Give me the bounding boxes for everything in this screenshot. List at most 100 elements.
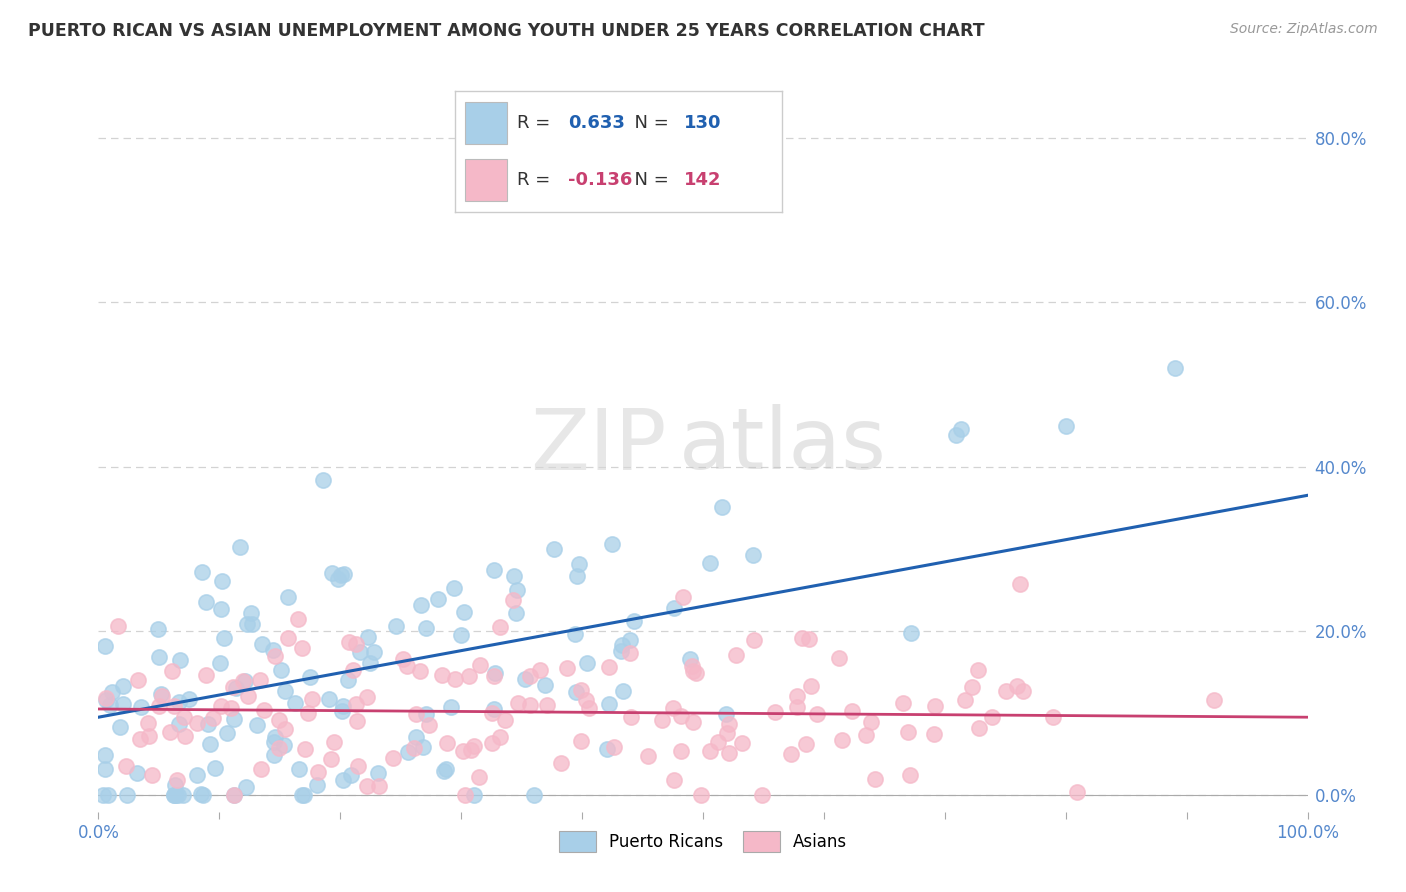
Point	[346, 714, 368, 728]
Point	[224, 712, 246, 726]
Point	[191, 789, 214, 803]
Point	[786, 700, 808, 714]
Point	[195, 595, 218, 609]
Point	[297, 706, 319, 721]
Point	[454, 789, 477, 803]
Point	[229, 540, 252, 554]
Point	[222, 681, 245, 695]
Point	[751, 789, 773, 803]
Point	[301, 692, 323, 706]
Point	[922, 727, 945, 741]
Point	[468, 657, 491, 672]
Point	[405, 731, 427, 745]
Point	[564, 626, 586, 640]
Point	[344, 637, 367, 651]
Point	[385, 619, 408, 633]
Point	[236, 689, 259, 703]
Point	[717, 717, 740, 731]
Point	[111, 679, 134, 693]
Point	[209, 602, 232, 616]
Point	[381, 751, 404, 765]
Point	[173, 789, 195, 803]
Point	[186, 768, 208, 782]
Point	[240, 616, 263, 631]
Point	[463, 789, 485, 803]
Point	[349, 645, 371, 659]
Point	[699, 744, 721, 758]
Point	[146, 623, 169, 637]
Point	[430, 667, 453, 681]
Point	[332, 567, 354, 582]
Point	[332, 772, 354, 787]
Point	[637, 749, 659, 764]
Point	[550, 756, 572, 771]
Point	[148, 699, 170, 714]
Point	[536, 698, 558, 712]
Point	[222, 789, 245, 803]
Point	[332, 699, 354, 714]
Point	[564, 684, 586, 698]
Point	[138, 729, 160, 743]
Point	[294, 789, 316, 803]
Point	[115, 789, 138, 803]
Point	[482, 563, 505, 577]
Point	[681, 659, 703, 673]
Point	[786, 689, 808, 703]
Point	[543, 542, 565, 557]
Point	[699, 556, 721, 570]
Point	[1008, 577, 1031, 591]
Point	[565, 568, 588, 582]
Point	[357, 630, 380, 644]
Point	[672, 590, 695, 604]
Point	[323, 735, 346, 749]
Point	[408, 664, 430, 678]
Point	[284, 696, 307, 710]
Point	[96, 691, 118, 706]
Point	[742, 632, 765, 647]
Point	[682, 714, 704, 729]
Point	[402, 740, 425, 755]
Point	[724, 648, 747, 662]
Point	[339, 634, 361, 648]
Point	[97, 789, 120, 803]
Point	[148, 649, 170, 664]
Point	[924, 699, 946, 714]
Point	[163, 789, 186, 803]
Point	[269, 740, 291, 755]
Point	[502, 593, 524, 607]
Point	[91, 789, 114, 803]
Point	[603, 740, 626, 755]
Point	[391, 652, 413, 666]
Point	[494, 713, 516, 727]
Point	[443, 582, 465, 596]
Point	[340, 768, 363, 782]
Point	[444, 673, 467, 687]
Point	[619, 632, 641, 647]
Point	[578, 701, 600, 715]
Point	[434, 762, 457, 776]
Point	[891, 697, 914, 711]
Point	[685, 665, 707, 680]
Point	[484, 666, 506, 681]
Point	[396, 745, 419, 759]
Point	[330, 704, 353, 718]
Point	[274, 722, 297, 736]
Point	[710, 500, 733, 514]
Point	[505, 607, 527, 621]
Point	[831, 733, 853, 747]
Point	[198, 737, 221, 751]
Point	[344, 697, 367, 711]
Point	[609, 643, 631, 657]
Point	[363, 645, 385, 659]
Point	[112, 697, 135, 711]
Point	[263, 648, 285, 663]
Point	[555, 661, 578, 675]
Point	[169, 653, 191, 667]
Point	[347, 759, 370, 773]
Point	[682, 664, 704, 678]
Point	[794, 737, 817, 751]
Point	[159, 725, 181, 739]
Point	[860, 714, 883, 729]
Point	[209, 656, 232, 670]
Point	[502, 569, 524, 583]
